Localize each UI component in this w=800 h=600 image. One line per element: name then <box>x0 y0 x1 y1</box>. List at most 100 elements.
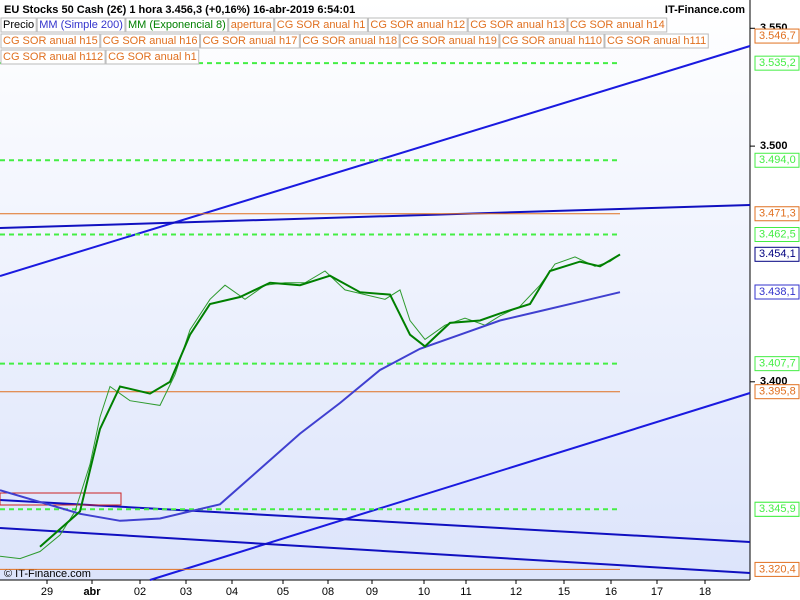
legend-text: CG SOR anual h17 <box>203 35 298 47</box>
legend-text: CG SOR anual h12 <box>370 19 465 31</box>
legend-text: CG SOR anual h13 <box>470 19 565 31</box>
trend-line <box>0 527 751 574</box>
x-tick-label: 03 <box>180 586 192 598</box>
legend-box <box>228 17 275 33</box>
x-tick-label: 05 <box>277 586 289 598</box>
level-label-box <box>754 561 800 577</box>
level-label: 3.535,2 <box>759 57 796 69</box>
level-label-box <box>754 28 800 44</box>
level-label: 3.395,8 <box>759 386 796 398</box>
legend-item: CG SOR anual h17 <box>200 33 300 49</box>
chart-title: EU Stocks 50 Cash (2€) 1 hora 3.456,3 (+… <box>4 4 355 16</box>
level-label-box <box>754 501 800 517</box>
x-tick-label: 17 <box>651 586 663 598</box>
legend-box <box>200 33 300 49</box>
x-tick-label: 16 <box>605 586 617 598</box>
legend-box <box>467 17 568 33</box>
legend-item: CG SOR anual h13 <box>467 17 568 33</box>
legend-box <box>105 49 200 65</box>
x-tick-label: abr <box>83 586 101 598</box>
x-tick-label: 18 <box>699 586 711 598</box>
legend-text: CG SOR anual h111 <box>607 35 706 47</box>
legend-text: MM (Simple 200) <box>39 19 123 31</box>
legend-item: MM (Simple 200) <box>36 17 126 33</box>
legend-box <box>299 33 400 49</box>
level-label-box <box>754 55 800 71</box>
x-tick-label: 02 <box>134 586 146 598</box>
zone-box <box>0 492 122 506</box>
legend-item: CG SOR anual h112 <box>0 49 106 65</box>
level-label-box <box>754 246 800 262</box>
legend-item: Precio <box>0 17 37 33</box>
brand: IT-Finance.com <box>665 4 745 16</box>
legend-item: CG SOR anual h18 <box>299 33 400 49</box>
legend-box <box>567 17 668 33</box>
level-label-box <box>754 356 800 372</box>
trend-line <box>0 45 751 277</box>
legend-text: CG SOR anual h110 <box>502 35 602 47</box>
legend-text: CG SOR anual h16 <box>103 35 198 47</box>
x-tick-label: 29 <box>41 586 53 598</box>
y-tick-label: 3.500 <box>760 140 788 152</box>
level-label: 3.438,1 <box>759 286 796 298</box>
x-tick-label: 10 <box>418 586 430 598</box>
trend-line <box>0 499 751 543</box>
x-tick-label: 09 <box>366 586 378 598</box>
legend-box <box>274 17 368 33</box>
legend-box <box>125 17 229 33</box>
x-tick-label: 11 <box>460 586 471 598</box>
legend-box <box>0 49 106 65</box>
level-label: 3.462,5 <box>759 228 796 240</box>
legend-text: CG SOR anual h1 <box>277 19 366 31</box>
legend-text: CG SOR anual h1 <box>108 51 197 63</box>
series-line <box>39 253 621 548</box>
legend-text: Precio <box>3 19 34 31</box>
x-tick-label: 15 <box>558 586 570 598</box>
trend-line <box>149 392 751 581</box>
level-label-box <box>754 226 800 242</box>
level-label: 3.345,9 <box>759 503 796 515</box>
legend-box <box>36 17 126 33</box>
legend-text: CG SOR anual h112 <box>3 51 103 63</box>
legend-text: CG SOR anual h18 <box>302 35 397 47</box>
level-label: 3.546,7 <box>759 30 796 42</box>
legend-box <box>499 33 605 49</box>
legend-box <box>604 33 709 49</box>
legend-item: CG SOR anual h19 <box>399 33 500 49</box>
legend-item: CG SOR anual h16 <box>100 33 201 49</box>
legend-text: CG SOR anual h15 <box>3 35 98 47</box>
legend-item: CG SOR anual h1 <box>105 49 200 65</box>
x-tick-label: 08 <box>322 586 334 598</box>
level-label: 3.494,0 <box>759 154 796 166</box>
legend-item: CG SOR anual h1 <box>274 17 368 33</box>
level-label: 3.320,4 <box>759 563 796 575</box>
legend-item: CG SOR anual h111 <box>604 33 709 49</box>
legend-box <box>100 33 201 49</box>
level-label: 3.407,7 <box>759 358 796 370</box>
series-line <box>0 254 621 560</box>
legend-box <box>399 33 500 49</box>
level-label: 3.471,3 <box>759 208 796 220</box>
footer: © IT-Finance.com <box>4 568 91 580</box>
trend-line <box>0 204 751 229</box>
legend-text: apertura <box>231 19 273 31</box>
level-label-box <box>754 206 800 222</box>
level-label-box <box>754 384 800 400</box>
level-label-box <box>754 284 800 300</box>
legend-item: CG SOR anual h14 <box>567 17 668 33</box>
legend-box <box>367 17 468 33</box>
series-line <box>0 291 621 522</box>
legend-box <box>0 33 101 49</box>
legend-text: CG SOR anual h19 <box>402 35 497 47</box>
plot-area <box>0 0 750 580</box>
level-label-box <box>754 152 800 168</box>
x-tick-label: 12 <box>510 586 522 598</box>
level-label: 3.454,1 <box>759 248 796 260</box>
legend-item: apertura <box>228 17 275 33</box>
legend-item: CG SOR anual h15 <box>0 33 101 49</box>
legend-box <box>0 17 37 33</box>
trend-lines <box>0 45 751 581</box>
legend-item: CG SOR anual h110 <box>499 33 605 49</box>
legend-text: MM (Exponencial 8) <box>128 19 226 31</box>
